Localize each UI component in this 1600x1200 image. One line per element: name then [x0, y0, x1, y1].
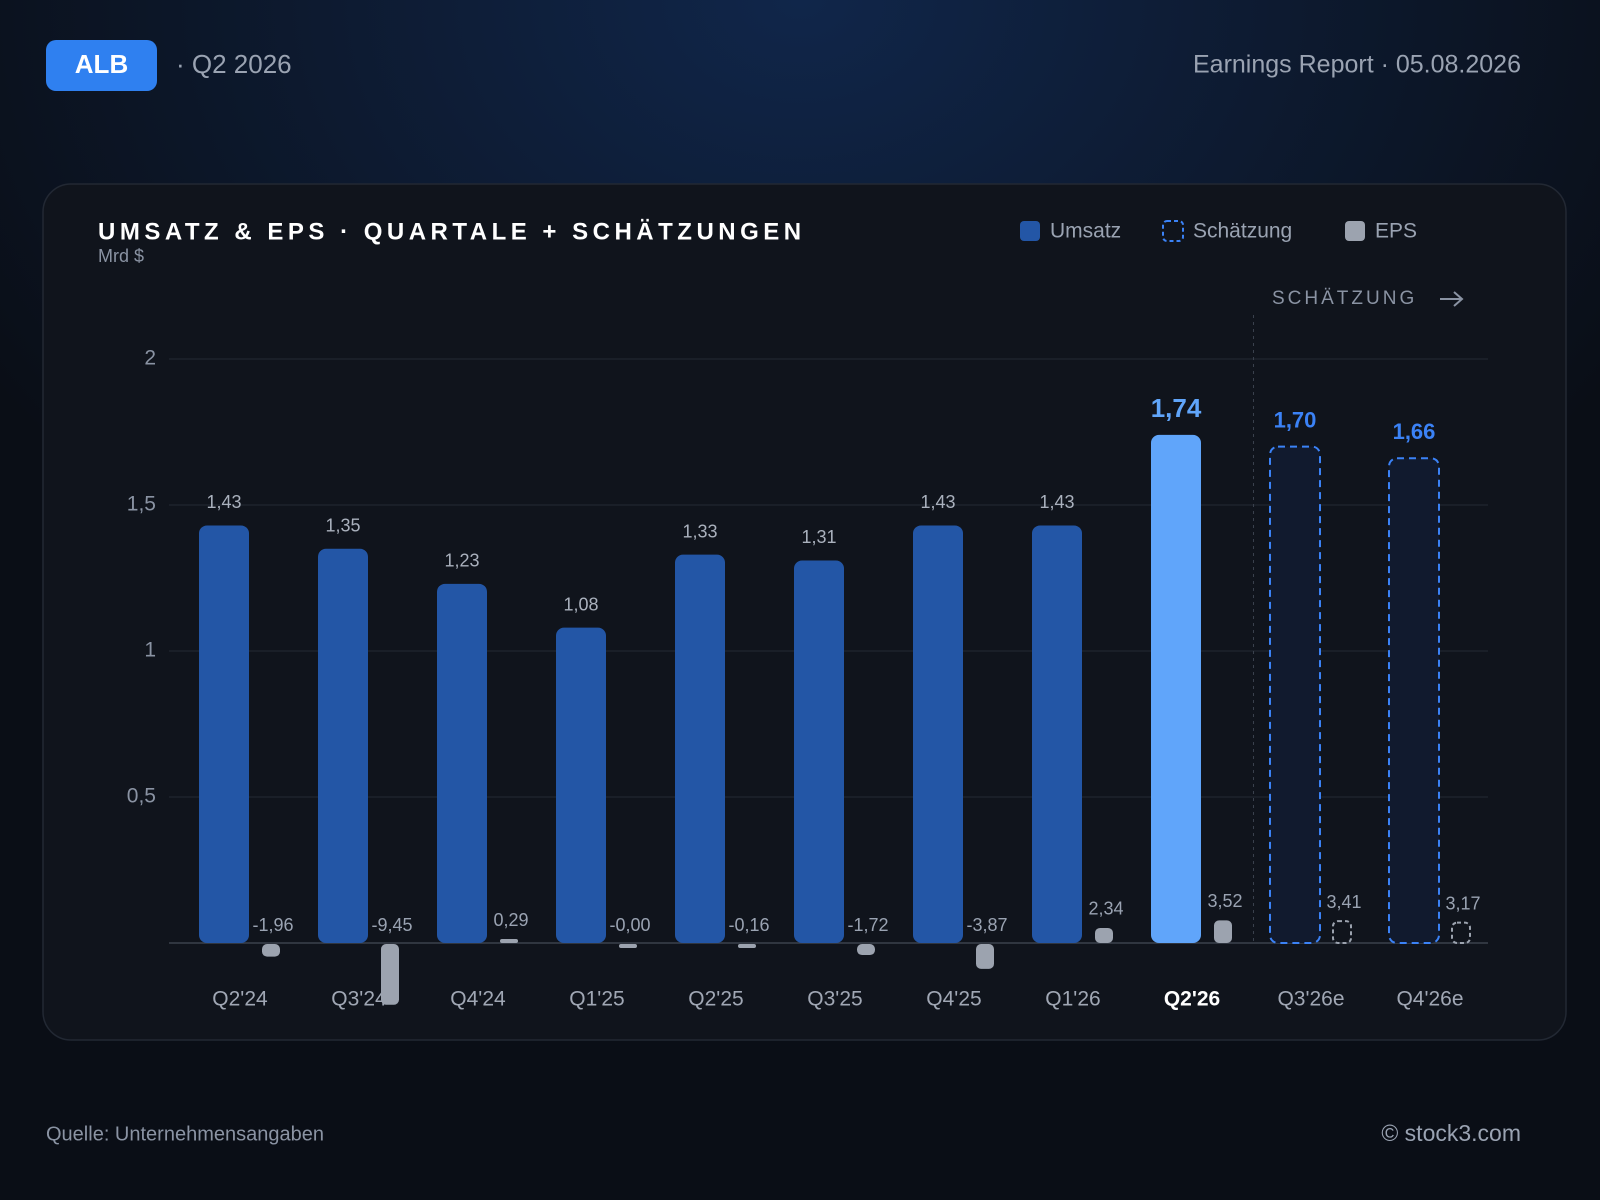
x-tick-label: Q4'26e — [1396, 988, 1463, 1011]
revenue-bar — [318, 548, 368, 943]
x-tick-label: Q2'24 — [212, 988, 268, 1011]
estimate-bar — [1388, 457, 1440, 944]
revenue-bar — [1032, 525, 1082, 943]
eps-bar — [857, 944, 875, 956]
x-tick-label: Q1'26 — [1045, 988, 1100, 1011]
revenue-bar — [794, 560, 844, 943]
eps-label: -1,72 — [847, 915, 888, 935]
legend-swatch — [1020, 221, 1040, 241]
value-label: 1,43 — [206, 492, 241, 512]
eps-bar — [262, 944, 280, 957]
value-label: 1,08 — [563, 594, 598, 614]
legend-swatch — [1162, 220, 1184, 242]
eps-label: 3,52 — [1207, 891, 1242, 911]
x-tick-label: Q2'26 — [1164, 988, 1220, 1011]
revenue-bar — [556, 627, 606, 943]
eps-label: 3,41 — [1326, 892, 1361, 912]
report-date: Earnings Report · 05.08.2026 — [1193, 51, 1521, 79]
value-label: 1,33 — [682, 521, 717, 541]
legend-label: EPS — [1375, 220, 1417, 243]
revenue-bar — [199, 525, 249, 943]
source: Quelle: Unternehmensangaben — [46, 1123, 324, 1145]
eps-bar — [1451, 921, 1471, 945]
value-label: 1,31 — [801, 527, 836, 547]
eps-label: -3,87 — [966, 915, 1007, 935]
x-tick-label: Q3'25 — [807, 988, 862, 1011]
revenue-bar — [675, 554, 725, 943]
ticker-badge — [46, 40, 157, 91]
eps-bar — [619, 944, 637, 948]
estimate-annotation: SCHÄTZUNG — [1272, 288, 1417, 309]
arrow — [1440, 291, 1464, 307]
legend-label: Umsatz — [1050, 220, 1121, 243]
eps-bar — [500, 939, 518, 943]
eps-label: -1,96 — [252, 915, 293, 935]
legend-label: Schätzung — [1193, 220, 1292, 243]
eps-bar — [381, 944, 399, 1005]
eps-label: -0,16 — [728, 915, 769, 935]
estimate-bar — [1269, 445, 1321, 944]
value-label: 1,35 — [325, 516, 360, 536]
x-tick-label: Q1'25 — [569, 988, 624, 1011]
plot: Umsatz Schätzung EPS 0,5 1 1,5 2 Q2'24 1,43 -1,96… — [127, 220, 1488, 1011]
value-label: 1,43 — [1039, 492, 1074, 512]
eps-bar — [1332, 920, 1352, 945]
revenue-bar — [913, 525, 963, 943]
y-tick-label: 2 — [144, 347, 156, 370]
y-tick-label: 1,5 — [127, 493, 156, 516]
x-tick-label: Q4'25 — [926, 988, 981, 1011]
eps-label: 2,34 — [1088, 899, 1123, 919]
x-tick-label: Q4'24 — [450, 988, 506, 1011]
credit: © stock3.com — [1381, 1120, 1521, 1146]
eps-bar — [1095, 927, 1113, 943]
y-tick-label: 1 — [144, 639, 156, 662]
revenue-bar — [1151, 434, 1201, 943]
eps-label: -9,45 — [371, 915, 412, 935]
eps-label: -0,00 — [609, 915, 650, 935]
value-label: 1,66 — [1393, 419, 1436, 444]
legend-swatch — [1345, 221, 1365, 241]
value-label: 1,23 — [444, 551, 479, 571]
chart-title: UMSATZ & EPS · QUARTALE + SCHÄTZUNGEN — [98, 218, 806, 245]
ticker: ALB — [75, 49, 128, 79]
x-tick-label: Q2'25 — [688, 988, 743, 1011]
value-label: 1,70 — [1274, 407, 1317, 432]
x-tick-label: Q3'24 — [331, 988, 387, 1011]
eps-label: 0,29 — [493, 910, 528, 930]
eps-bar — [738, 944, 756, 948]
y-tick-label: 0,5 — [127, 785, 156, 808]
unit-label: Mrd $ — [98, 246, 144, 266]
eps-bar — [1214, 920, 1232, 943]
eps-label: 3,17 — [1445, 893, 1480, 913]
value-label: 1,43 — [920, 492, 955, 512]
period: · Q2 2026 — [176, 49, 292, 79]
revenue-bar — [437, 583, 487, 943]
eps-bar — [976, 944, 994, 969]
x-tick-label: Q3'26e — [1277, 988, 1344, 1011]
value-label: 1,74 — [1151, 393, 1202, 423]
